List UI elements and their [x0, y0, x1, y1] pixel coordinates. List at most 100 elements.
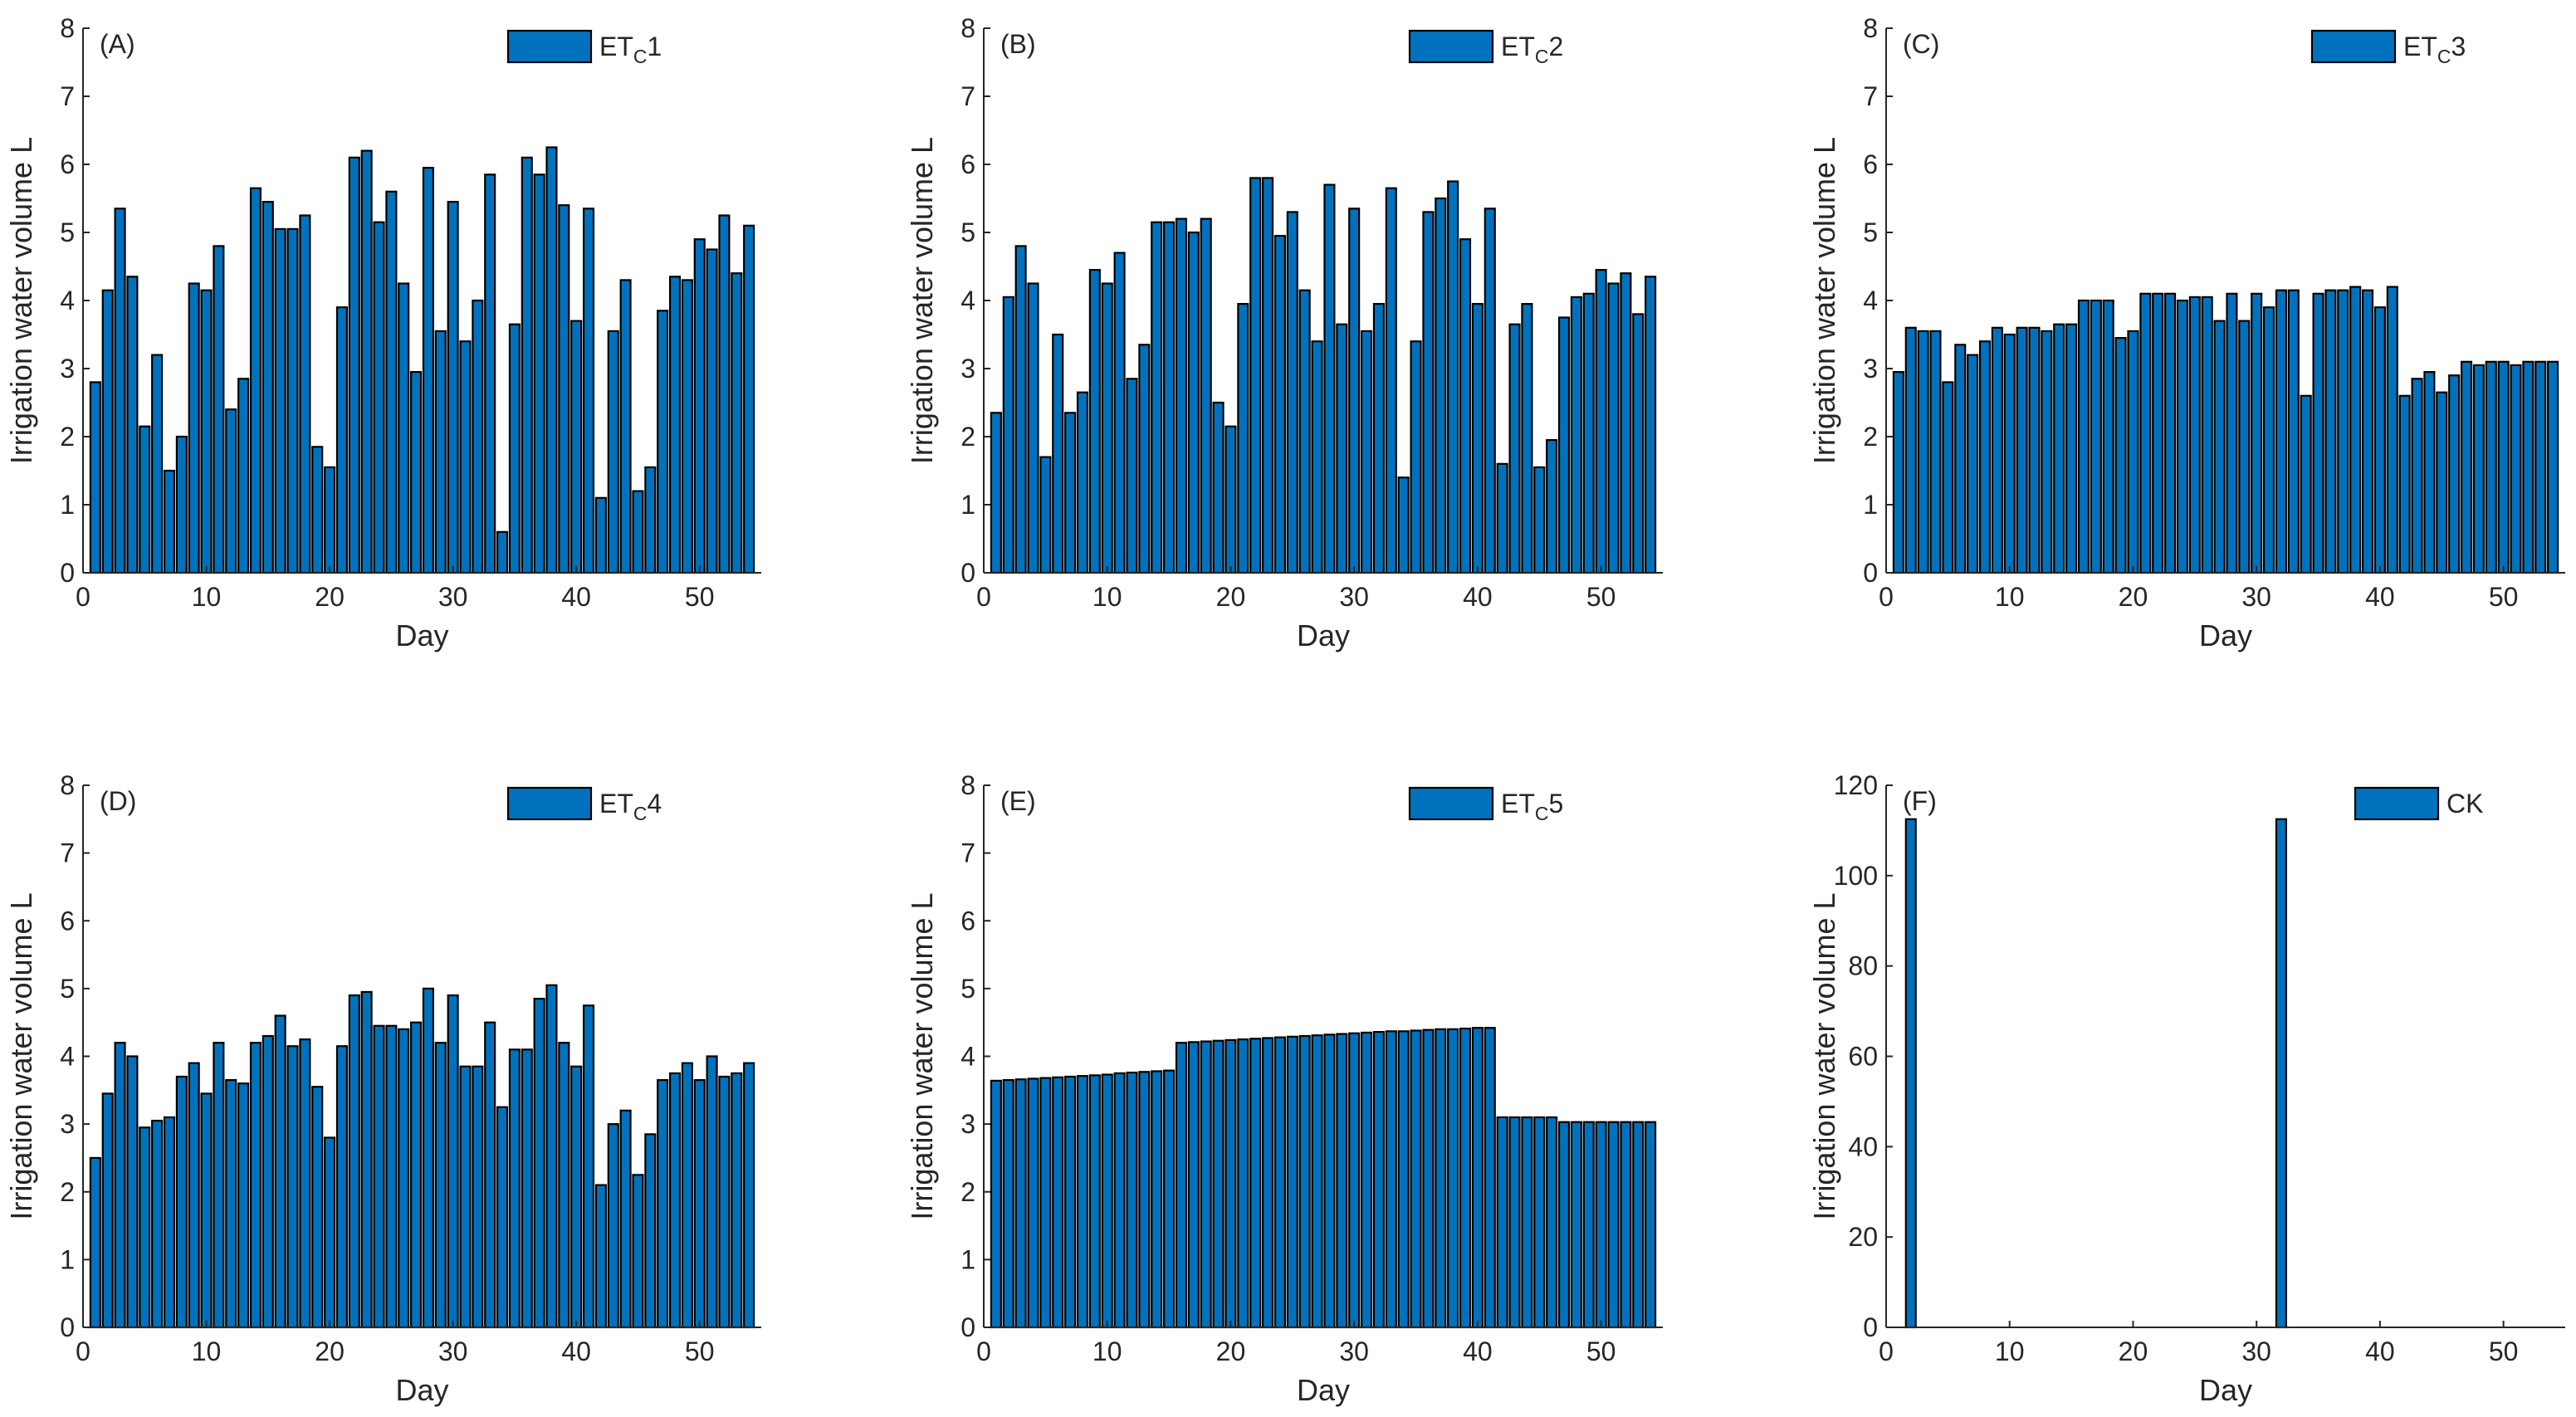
bar-day-22 [348, 994, 360, 1329]
bar-day-35 [1410, 1029, 1422, 1329]
bar-day-54 [1645, 276, 1657, 574]
bar-day-12 [2028, 326, 2041, 574]
bar-day-26 [398, 282, 410, 574]
bar-day-6 [151, 354, 164, 574]
legend-swatch [1408, 786, 1494, 821]
bar-day-16 [1175, 217, 1188, 574]
bar-day-52 [2522, 360, 2534, 574]
bar-day-32 [2275, 289, 2287, 574]
y-tick-label: 40 [1848, 1131, 1878, 1161]
bar-day-41 [2386, 286, 2398, 574]
bar-day-33 [484, 1021, 496, 1329]
bar-day-48 [668, 276, 682, 574]
bar-day-27 [410, 1021, 423, 1329]
bar-day-53 [731, 272, 743, 574]
bar-day-13 [237, 1082, 250, 1329]
bar-day-19 [1212, 1039, 1224, 1329]
bar-day-36 [2324, 289, 2337, 574]
bar-day-48 [1570, 1121, 1582, 1329]
bar-day-53 [1632, 1121, 1645, 1329]
bar-day-38 [1447, 180, 1459, 574]
bar-day-2 [1904, 818, 1917, 1329]
bar-day-31 [1361, 1031, 1373, 1329]
y-tick-label: 5 [60, 974, 75, 1004]
bar-day-1 [89, 381, 101, 574]
bar-day-27 [1311, 340, 1323, 574]
legend-swatch [2310, 29, 2397, 64]
bar-day-10 [200, 289, 213, 574]
bar-day-49 [681, 279, 693, 574]
y-axis-title: Irrigation water volume L [905, 137, 939, 464]
bar-day-50 [1595, 269, 1607, 574]
bar-day-45 [632, 490, 644, 574]
x-tick-label: 20 [1216, 1336, 1246, 1366]
bar-day-32 [472, 299, 484, 574]
bar-day-40 [2373, 306, 2386, 574]
bar-day-30 [447, 994, 459, 1329]
panel-label: (C) [1903, 29, 1939, 59]
bar-day-29 [2238, 320, 2251, 574]
y-tick-label: 4 [60, 286, 75, 315]
bar-day-20 [324, 1136, 336, 1329]
bar-day-36 [521, 1048, 533, 1329]
y-tick-label: 3 [60, 354, 75, 384]
y-tick-label: 60 [1848, 1042, 1878, 1072]
bar-day-25 [385, 190, 398, 574]
bar-day-15 [262, 1034, 274, 1329]
y-axis-title: Irrigation water volume L [1807, 137, 1841, 464]
bar-day-46 [644, 466, 657, 574]
panel-a: 0 1 2 3 4 5 6 7 8 0 10 20 30 40 50 Day Irrigation water … [4, 13, 761, 652]
bar-day-3 [114, 208, 126, 574]
bar-day-47 [1557, 1121, 1571, 1329]
bar-day-30 [1348, 208, 1361, 574]
x-tick-label: 10 [192, 1336, 222, 1366]
bar-day-21 [2139, 292, 2152, 574]
bar-day-28 [2226, 292, 2238, 574]
bar-day-8 [1076, 1075, 1089, 1329]
bar-day-14 [249, 1042, 262, 1329]
x-axis-title: Day [2199, 1373, 2252, 1407]
y-tick-label: 6 [1863, 149, 1878, 179]
bar-day-26 [1298, 289, 1311, 574]
x-axis-title: Day [395, 618, 448, 652]
y-tick-label: 80 [1848, 951, 1878, 981]
bar-day-36 [1422, 1029, 1435, 1329]
bar-day-17 [1187, 231, 1200, 574]
bar-day-34 [1397, 476, 1410, 574]
bar-day-21 [1237, 1038, 1249, 1329]
bar-day-9 [1088, 1074, 1101, 1329]
bar-day-4 [1027, 282, 1039, 574]
bar-day-13 [1138, 344, 1151, 574]
x-tick-label: 20 [315, 1336, 345, 1366]
bar-day-30 [2251, 292, 2263, 574]
y-tick-label: 3 [1863, 354, 1878, 384]
bar-day-42 [1496, 462, 1508, 574]
x-axis-title: Day [1297, 618, 1350, 652]
bar-day-2 [1002, 1078, 1014, 1329]
bar-day-8 [1978, 340, 1992, 574]
bar-day-9 [1088, 269, 1101, 574]
x-tick-label: 30 [438, 582, 468, 612]
bar-day-43 [607, 1123, 619, 1329]
bar-day-39 [558, 204, 570, 574]
bar-day-46 [644, 1133, 657, 1329]
y-tick-label: 5 [1863, 217, 1878, 247]
bar-day-25 [385, 1024, 398, 1329]
x-tick-label: 50 [2489, 1336, 2519, 1366]
legend-label: ETC5 [1501, 789, 1563, 824]
bar-day-46 [1546, 438, 1558, 574]
bar-day-53 [731, 1072, 743, 1329]
bar-day-22 [2152, 292, 2164, 574]
bar-day-8 [175, 435, 188, 574]
bar-day-35 [508, 323, 521, 574]
bar-day-5 [139, 425, 151, 574]
bar-day-12 [1126, 1071, 1138, 1329]
bar-day-42 [1496, 1116, 1508, 1329]
bar-day-27 [1311, 1034, 1323, 1329]
y-tick-label: 8 [60, 770, 75, 800]
bar-day-8 [1076, 391, 1089, 574]
bar-day-13 [1138, 1071, 1151, 1329]
y-axis-title: Irrigation water volume L [4, 137, 38, 464]
x-tick-label: 20 [1216, 582, 1246, 612]
